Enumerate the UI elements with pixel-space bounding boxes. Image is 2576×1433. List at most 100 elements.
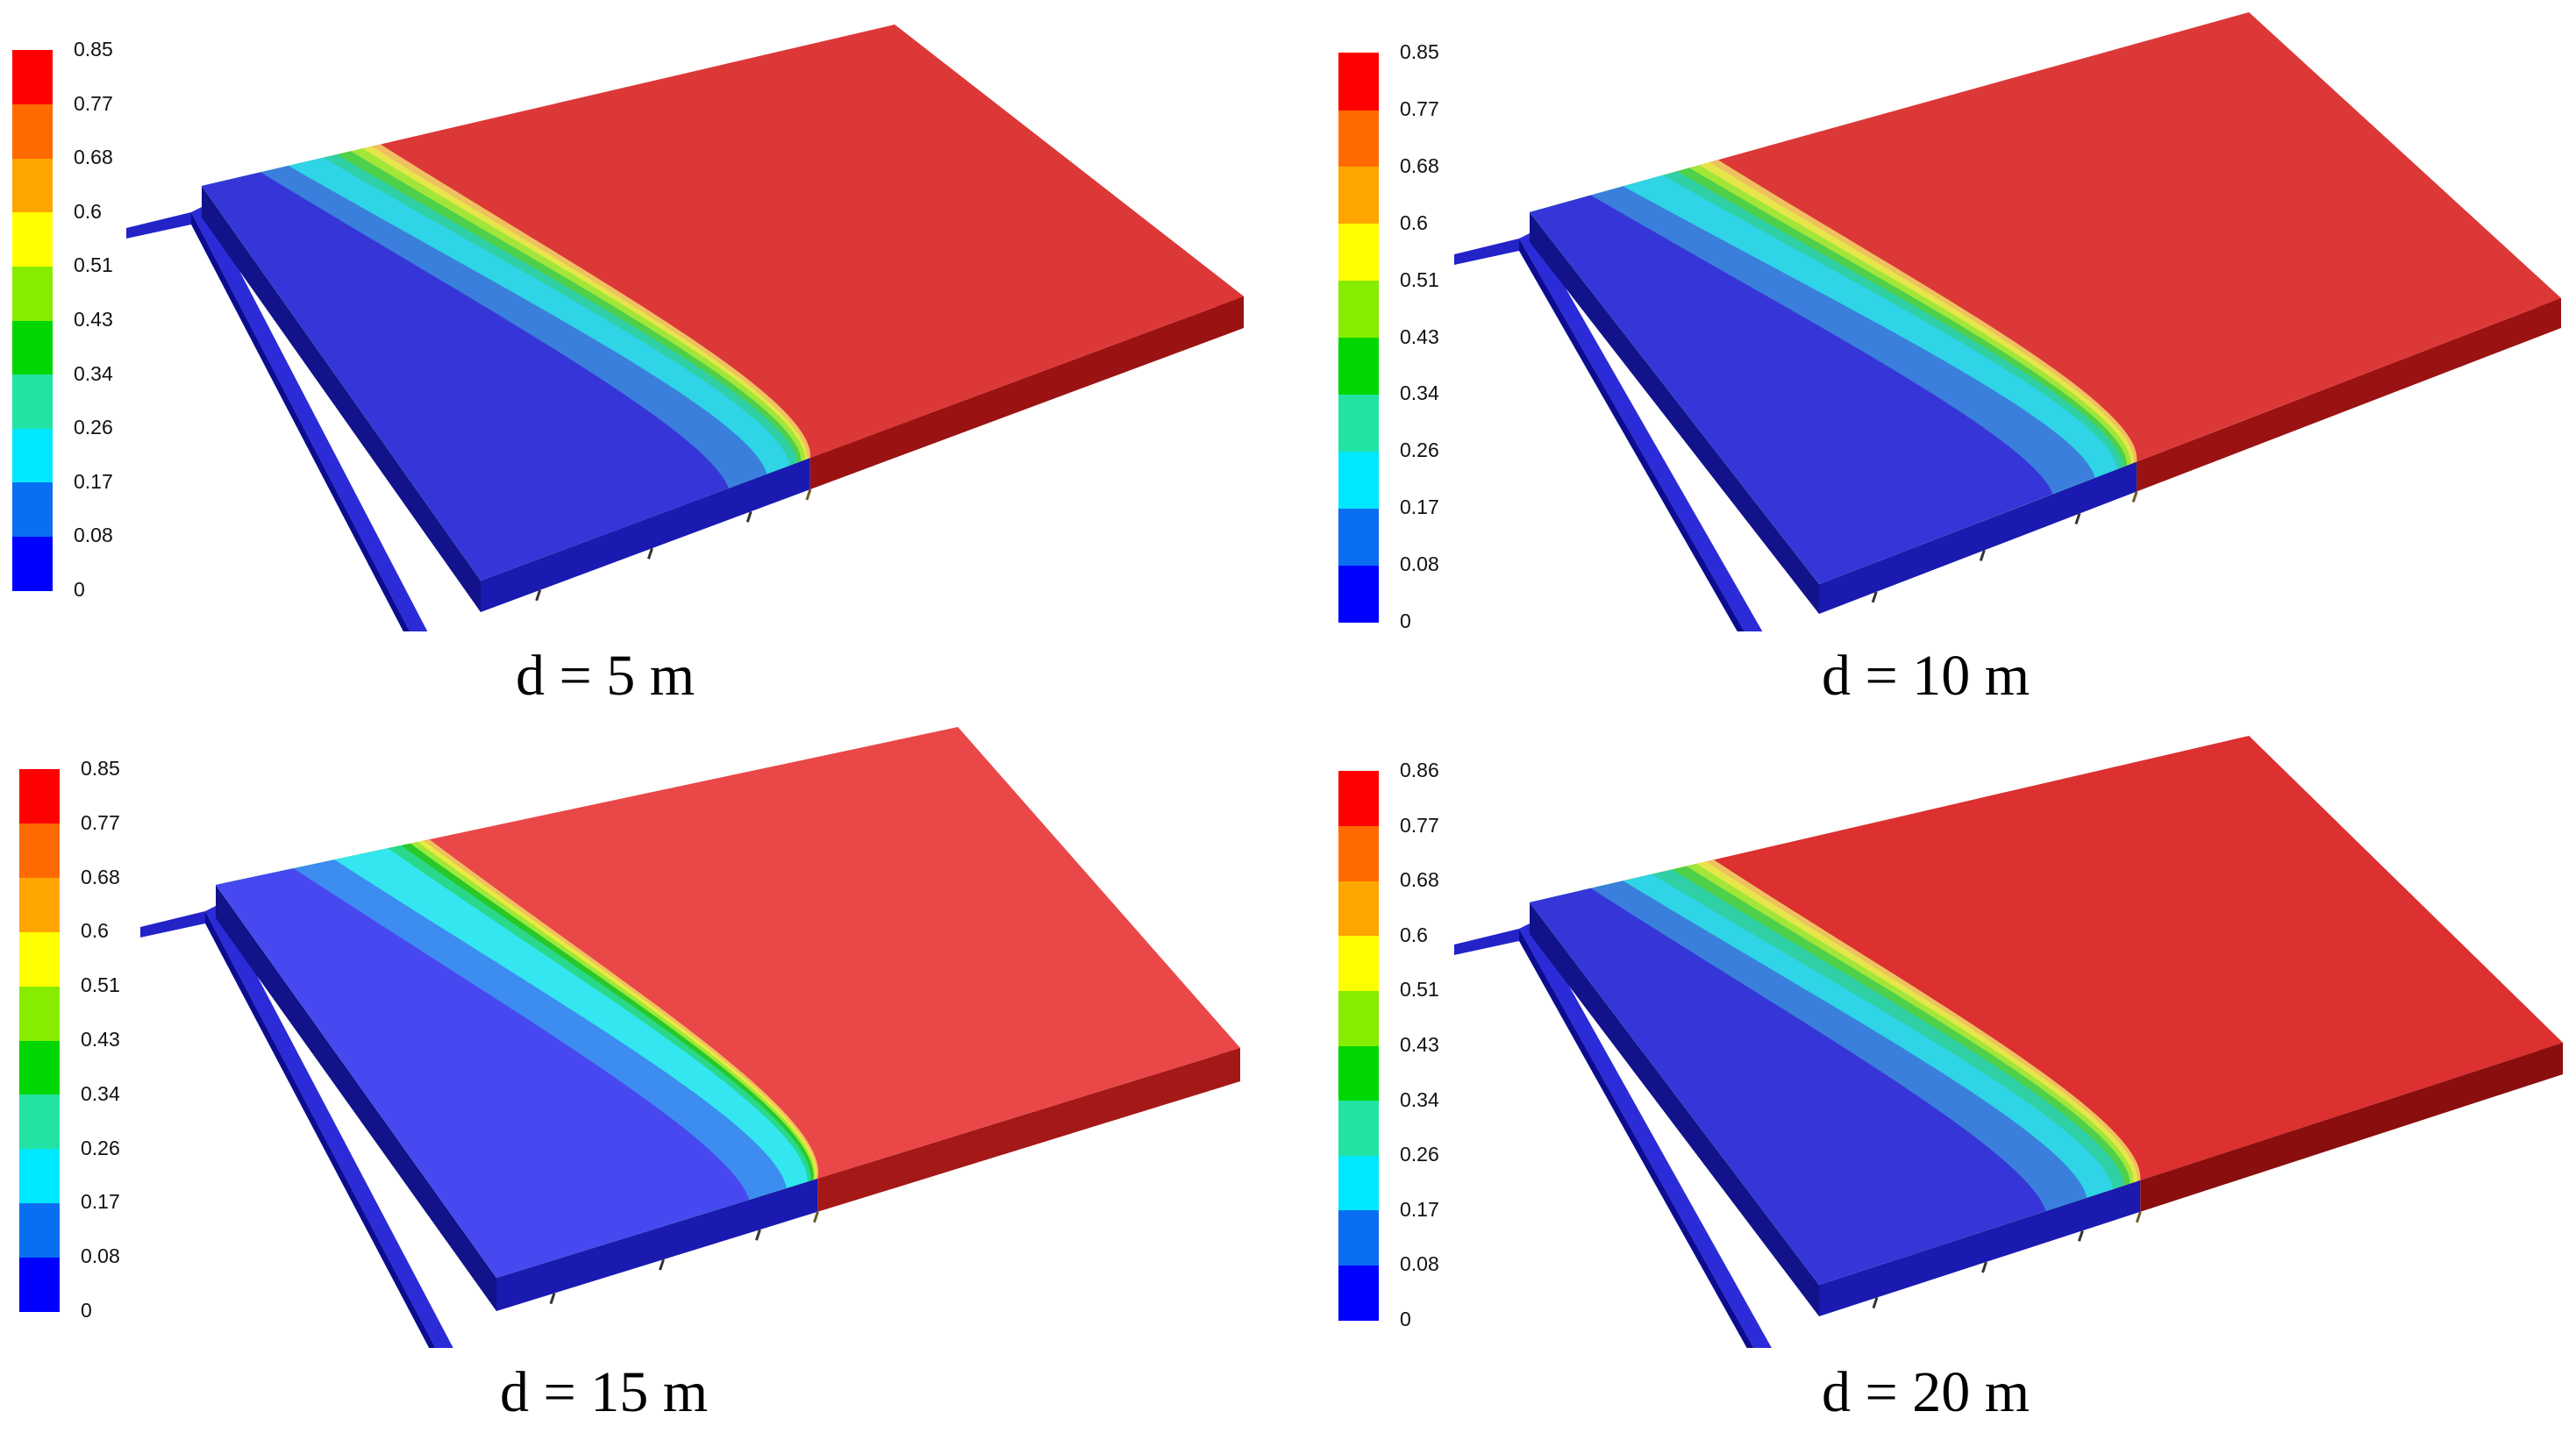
colorbar: 0 0.08 0.17 0.26 0.34 0.43 0.51 0.6 0.68 0.77 0.85 bbox=[12, 39, 118, 600]
drain-pipe bbox=[746, 510, 753, 523]
colorbar-tick-label: 0.08 bbox=[1400, 553, 1439, 576]
slab-front-face-red bbox=[2137, 298, 2561, 492]
drain-pipe bbox=[647, 547, 653, 560]
colorbar-tick-label: 0.17 bbox=[1400, 1197, 1439, 1221]
panel-caption: d = 15 m bbox=[500, 1360, 709, 1424]
simulation-model bbox=[126, 25, 1244, 631]
colorbar-segment bbox=[12, 103, 53, 159]
colorbar-tick-label: 0.68 bbox=[1400, 868, 1439, 892]
colorbar-segment bbox=[12, 211, 53, 267]
colorbar-tick-label: 0.77 bbox=[74, 91, 113, 115]
colorbar-tick-label: 0.17 bbox=[74, 469, 113, 493]
colorbar-segment bbox=[1338, 451, 1379, 509]
colorbar-tick-label: 0.34 bbox=[81, 1081, 120, 1105]
colorbar-tick-label: 0.43 bbox=[74, 308, 113, 331]
colorbar: 0 0.08 0.17 0.26 0.34 0.43 0.51 0.6 0.68 0.77 0.85 bbox=[1338, 42, 1444, 631]
colorbar-segment bbox=[12, 50, 53, 105]
colorbar-tick-label: 0.34 bbox=[74, 361, 113, 385]
colorbar-segment bbox=[1338, 825, 1379, 881]
colorbar-segment bbox=[19, 1257, 60, 1312]
colorbar-segment bbox=[12, 266, 53, 321]
colorbar-tick-label: 0.68 bbox=[74, 146, 113, 169]
drain-pipe bbox=[2074, 513, 2081, 525]
colorbar-tick-label: 0.26 bbox=[81, 1136, 120, 1159]
colorbar-segment bbox=[1338, 1265, 1379, 1321]
manifold-pipe-side bbox=[191, 212, 410, 631]
colorbar-tick-label: 0 bbox=[1400, 1308, 1411, 1330]
colorbar-segment bbox=[1338, 508, 1379, 566]
colorbar-tick-label: 0.68 bbox=[81, 865, 120, 888]
colorbar-tick-label: 0.85 bbox=[74, 38, 113, 61]
inlet-pipe bbox=[126, 212, 191, 239]
slab-front-face-red bbox=[2140, 1043, 2563, 1212]
colorbar-segment bbox=[12, 158, 53, 213]
slab-left-face bbox=[1530, 902, 1819, 1316]
drain-pipe bbox=[1979, 549, 1986, 561]
colorbar-tick-label: 0.08 bbox=[81, 1244, 120, 1268]
colorbar-tick-label: 0.17 bbox=[81, 1190, 120, 1214]
colorbar-segment bbox=[1338, 1045, 1379, 1101]
colorbar-tick-label: 0.43 bbox=[81, 1028, 120, 1051]
inlet-pipe bbox=[140, 911, 205, 938]
colorbar-segment bbox=[1338, 109, 1379, 168]
colorbar-segment bbox=[1338, 935, 1379, 991]
colorbar-tick-label: 0.51 bbox=[1400, 978, 1439, 1002]
colorbar-tick-label: 0.77 bbox=[81, 810, 120, 834]
colorbar-tick-label: 0.77 bbox=[1400, 813, 1439, 837]
slab-left-face bbox=[216, 885, 496, 1311]
colorbar-tick-label: 0.51 bbox=[81, 973, 120, 997]
colorbar-tick-label: 0.6 bbox=[1400, 923, 1428, 946]
manifold-pipe bbox=[205, 904, 453, 1348]
drain-pipe bbox=[1981, 1261, 1987, 1273]
colorbar-segment bbox=[12, 374, 53, 429]
drain-pipe bbox=[2131, 490, 2138, 503]
manifold-pipe bbox=[1519, 922, 1772, 1348]
colorbar-segment bbox=[19, 823, 60, 879]
colorbar-segment bbox=[19, 1094, 60, 1150]
slab-front-face-blue bbox=[1819, 461, 2137, 614]
drain-pipe bbox=[535, 589, 542, 602]
panel-d15: 0 0.08 0.17 0.26 0.34 0.43 0.51 0.6 0.68 0.77 0.85… bbox=[0, 716, 1288, 1433]
colorbar-segment bbox=[1338, 1209, 1379, 1265]
drain-pipe bbox=[549, 1293, 556, 1305]
manifold-pipe-side bbox=[1519, 239, 1745, 631]
colorbar-segment bbox=[1338, 166, 1379, 225]
colorbar-segment bbox=[1338, 223, 1379, 282]
colorbar-segment bbox=[12, 428, 53, 483]
colorbar-segment bbox=[1338, 280, 1379, 339]
drain-pipe bbox=[754, 1229, 761, 1241]
manifold-pipe bbox=[1519, 232, 1763, 631]
manifold-pipe-side bbox=[1519, 929, 1754, 1348]
colorbar-segment bbox=[1338, 880, 1379, 937]
colorbar-tick-label: 0.51 bbox=[1400, 267, 1439, 291]
inlet-pipe bbox=[1454, 239, 1519, 265]
colorbar-tick-label: 0.08 bbox=[1400, 1252, 1439, 1276]
colorbar-segment bbox=[1338, 990, 1379, 1046]
panel-d5: 0 0.08 0.17 0.26 0.34 0.43 0.51 0.6 0.68 0.77 0.85… bbox=[0, 0, 1288, 716]
colorbar-segment bbox=[1338, 771, 1379, 827]
inlet-pipe bbox=[1454, 929, 1519, 955]
panel-caption: d = 20 m bbox=[1822, 1360, 2030, 1424]
colorbar-segment bbox=[1338, 394, 1379, 452]
colorbar: 0 0.08 0.17 0.26 0.34 0.43 0.51 0.6 0.68 0.77 0.86 bbox=[1338, 760, 1444, 1330]
slab-front-face-blue bbox=[496, 1178, 818, 1311]
colorbar-tick-label: 0.17 bbox=[1400, 495, 1439, 519]
slab-front-face-blue bbox=[1819, 1180, 2141, 1316]
colorbar-tick-label: 0.68 bbox=[1400, 153, 1439, 177]
colorbar-segment bbox=[1338, 1155, 1379, 1211]
colorbar-segment bbox=[1338, 565, 1379, 623]
drain-pipe bbox=[812, 1211, 819, 1223]
colorbar-tick-label: 0.34 bbox=[1400, 1087, 1439, 1111]
panel-caption: d = 5 m bbox=[516, 644, 696, 708]
slab-front-face-red bbox=[810, 296, 1244, 489]
colorbar-segment bbox=[1338, 337, 1379, 395]
colorbar-segment bbox=[19, 1148, 60, 1203]
colorbar-segment bbox=[19, 769, 60, 824]
drain-pipe bbox=[659, 1258, 665, 1271]
manifold-pipe bbox=[191, 205, 428, 631]
colorbar-tick-label: 0.51 bbox=[74, 253, 113, 277]
panel-caption: d = 10 m bbox=[1822, 644, 2030, 708]
drain-pipe bbox=[1871, 591, 1878, 603]
colorbar-tick-label: 0.43 bbox=[1400, 324, 1439, 348]
colorbar-segment bbox=[19, 1202, 60, 1258]
